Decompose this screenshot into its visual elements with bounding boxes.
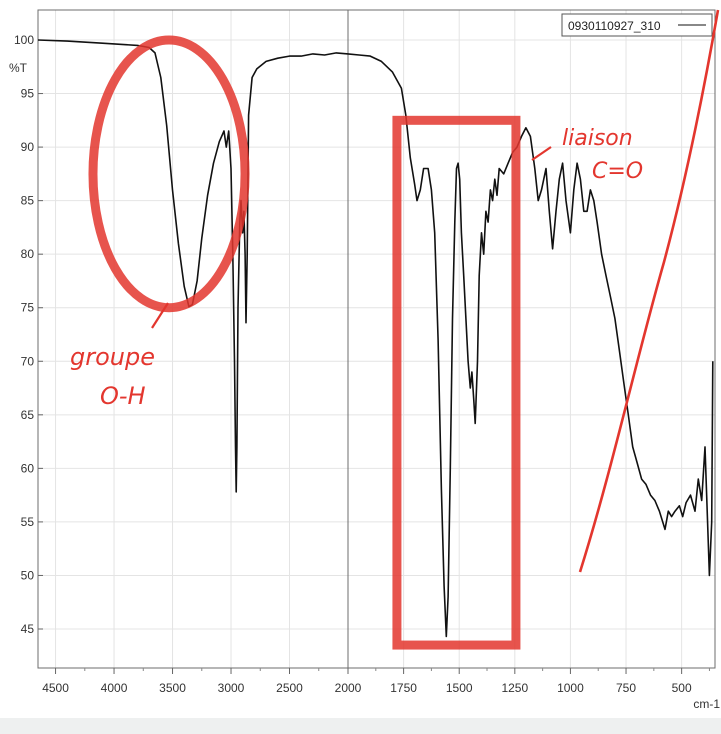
legend-entry-label: 0930110927_310 [568,19,661,33]
x-tick-label: 750 [616,681,636,695]
x-tick-label: 1750 [390,681,417,695]
x-tick-label: 4500 [42,681,69,695]
y-tick-label: 95 [21,87,35,101]
y-tick-label: 45 [21,622,35,636]
x-tick-label: 1250 [501,681,528,695]
x-axis-tick-labels: 4500 4000 3500 3000 2500 2000 1750 1500 1250 1000… [42,681,692,695]
co-annotation-line1: liaison [562,126,633,151]
plot-frame [37,9,716,669]
legend-box [561,13,713,37]
co-highlight-rectangle [392,115,521,650]
co-pointer-stroke [531,146,552,161]
y-tick-label: 55 [21,515,35,529]
y-tick-label: 80 [21,247,35,261]
x-tick-label: 1000 [557,681,584,695]
legend: 0930110927_310 [561,13,713,37]
y-tick-label: 85 [21,194,35,208]
y-axis-tick-labels: 45 50 55 60 65 70 75 80 85 90 95 100 [14,33,34,636]
x-tick-label: 4000 [101,681,128,695]
y-tick-label: 50 [21,568,35,582]
y-tick-label: 65 [21,408,35,422]
grid [38,10,715,668]
bottom-strip [0,718,721,734]
oh-annotation-line1: groupe [70,343,155,371]
x-tick-label: 2000 [335,681,362,695]
y-tick-label: 60 [21,461,35,475]
y-axis-label: %T [9,61,28,75]
x-tick-label: 2500 [276,681,303,695]
x-tick-label: 1500 [446,681,473,695]
x-tick-label: 500 [672,681,692,695]
y-tick-label: 100 [14,33,34,47]
x-tick-label: 3500 [159,681,186,695]
x-tick-label: 3000 [218,681,245,695]
oh-highlight-circle [88,35,250,313]
annotation-oh: groupe O-H [70,35,250,410]
oh-annotation-line2: O-H [100,382,146,410]
y-tick-label: 75 [21,301,35,315]
x-axis-label: cm-1 [693,697,720,711]
freehand-red-stroke [578,9,720,573]
co-annotation-line2: C=O [592,159,643,184]
y-tick-label: 70 [21,354,35,368]
oh-pointer-stroke [151,302,169,329]
y-tick-label: 90 [21,140,35,154]
annotation-co: liaison C=O [392,115,643,650]
